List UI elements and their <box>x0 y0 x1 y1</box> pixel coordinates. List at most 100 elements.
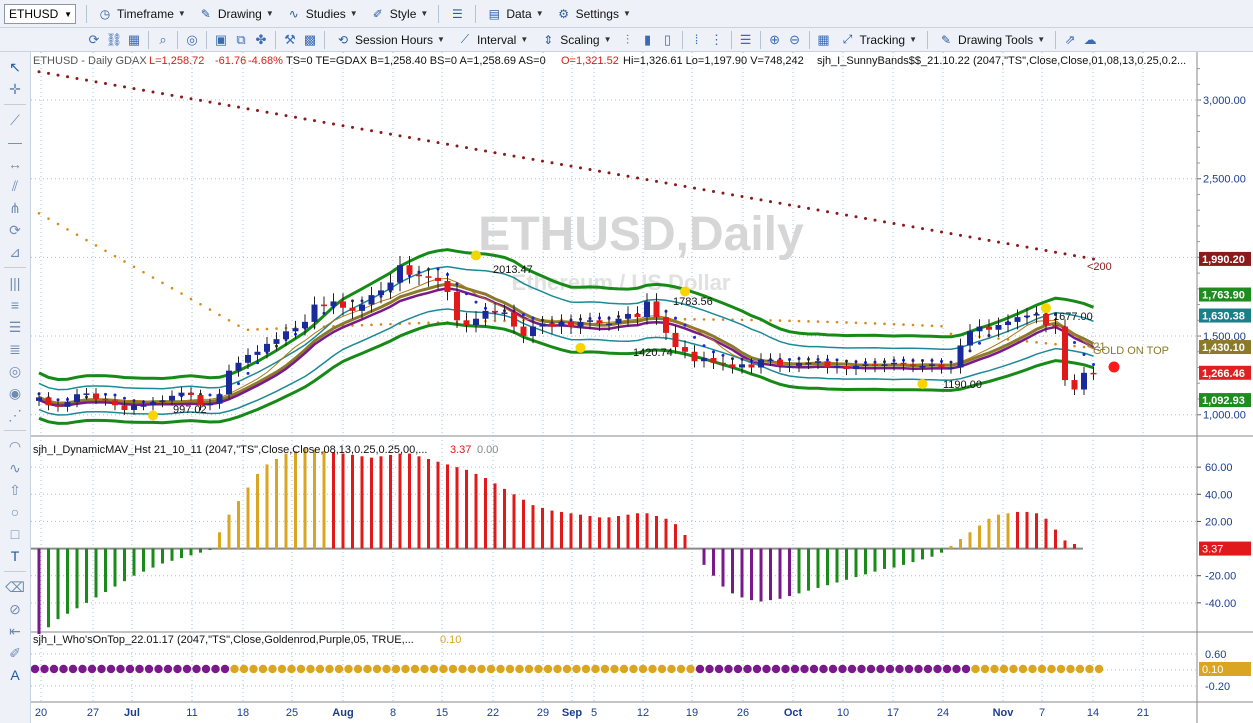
price-flag-label: 1,092.93 <box>1202 395 1245 407</box>
zoom-out-icon[interactable]: ⊖ <box>789 31 800 47</box>
bar-style-icon[interactable]: ⫶ <box>625 31 630 47</box>
channel-icon[interactable]: ⫽ <box>11 177 19 194</box>
ruler-icon[interactable]: ⊿ <box>9 243 21 260</box>
picture-icon[interactable]: ▣ <box>214 31 228 47</box>
hollow-candle-icon[interactable]: ▯ <box>663 31 672 47</box>
crosshair-grid-icon[interactable]: ▦ <box>817 31 830 47</box>
compass-icon[interactable]: ◎ <box>186 31 198 47</box>
ontop-dot <box>40 664 49 674</box>
drawing-menu[interactable]: ✎ Drawing ▼ <box>192 3 280 25</box>
symbol-combo[interactable]: ETHUSD ▼ <box>4 4 76 24</box>
tracking-menu[interactable]: ⤢ Tracking ▼ <box>834 29 924 51</box>
fib-icon[interactable]: ≡ <box>10 297 20 313</box>
candle-body <box>283 331 289 340</box>
studies-menu[interactable]: ∿ Studies ▼ <box>280 3 364 25</box>
value-flag-label: 0.10 <box>1202 664 1223 676</box>
interval-menu[interactable]: ⟋ Interval ▼ <box>451 29 534 51</box>
curve-icon[interactable]: ∿ <box>9 459 21 476</box>
settings-menu[interactable]: ⚙ Settings ▼ <box>550 3 637 25</box>
ma-orange-dot <box>940 324 943 328</box>
histogram-bar <box>123 548 126 582</box>
text-icon[interactable]: T <box>10 548 20 564</box>
ma-orange-dot <box>911 323 915 327</box>
zoom-in-icon[interactable]: ⊕ <box>769 31 780 47</box>
properties-icon[interactable]: ▩ <box>303 31 317 47</box>
candle-body <box>207 403 213 406</box>
arc-icon[interactable]: ◠ <box>8 437 22 454</box>
spiral-icon[interactable]: ◉ <box>8 384 22 401</box>
ma-blue-dot <box>978 341 981 345</box>
ma-orange-dot <box>503 319 506 323</box>
fib-time-icon[interactable]: ≣ <box>9 340 21 357</box>
refresh-icon[interactable]: ⟳ <box>88 31 100 47</box>
speed-lines-icon[interactable]: ⋰ <box>8 406 22 423</box>
compare-icon[interactable]: ⋮ <box>710 31 724 47</box>
edit-icon[interactable]: ✐ <box>9 644 21 661</box>
pitchfork-icon[interactable]: ⋔ <box>9 199 21 216</box>
puzzle-icon[interactable]: ✤ <box>255 31 267 47</box>
ontop-dot <box>543 664 553 674</box>
ma200-dot <box>360 127 364 131</box>
wrench-icon[interactable]: ⚒ <box>284 31 296 47</box>
data-menu[interactable]: ▤ Data ▼ <box>480 3 549 25</box>
candle-body <box>634 314 641 318</box>
swing-marker <box>917 379 928 390</box>
arrow-up-icon[interactable]: ⇧ <box>9 481 21 498</box>
ontop-dot <box>334 664 344 674</box>
candle-body <box>805 362 812 365</box>
layout-button[interactable]: ☰ <box>443 3 471 25</box>
ma200-dot <box>379 130 383 134</box>
horizontal-line-icon[interactable]: — <box>8 134 22 150</box>
link-icon[interactable]: ⛓ <box>105 31 123 47</box>
ma200-dot <box>303 117 307 121</box>
fib-ext-icon[interactable]: ☰ <box>8 318 22 335</box>
grid-icon[interactable]: ▦ <box>127 31 141 47</box>
vertical-lines-icon[interactable]: ||| <box>9 275 21 291</box>
clear-icon[interactable]: ⊘ <box>9 600 21 617</box>
eraser-icon[interactable]: ⌫ <box>5 578 25 595</box>
ma-orange-dot <box>997 337 1000 340</box>
histogram-bar <box>389 454 392 549</box>
snap-icon[interactable]: ⇤ <box>9 622 21 639</box>
candle-body <box>482 310 489 319</box>
crosshair-icon[interactable]: ✛ <box>9 80 21 97</box>
cycle-icon[interactable]: ⟳ <box>9 221 21 238</box>
ma-blue-dot <box>474 300 478 304</box>
histogram-bar <box>645 513 649 549</box>
ontop-dot <box>762 664 771 674</box>
ma-orange-dot <box>408 322 411 325</box>
ontop-dot <box>420 664 429 674</box>
chart-image-icon[interactable]: ⧉ <box>236 31 246 47</box>
rectangle-icon[interactable]: □ <box>10 526 20 542</box>
ellipse-icon[interactable]: ○ <box>10 504 20 520</box>
candle-body <box>796 362 802 366</box>
chart-area[interactable]: 20 27 Jul 11 18 25 Aug 8 15 22 29 Sep 5 12 19 26 Oct 10 17… <box>31 52 1253 723</box>
panels-icon[interactable]: ☰ <box>739 31 752 47</box>
candle-style-icon[interactable]: ▮ <box>643 31 652 47</box>
ontop-dot <box>116 664 125 674</box>
ma-orange-dot <box>797 319 801 323</box>
session-hours-menu[interactable]: ⟲ Session Hours ▼ <box>329 29 451 51</box>
trend-icon[interactable]: ⇗ <box>1064 31 1076 47</box>
pointer-icon[interactable]: ↖ <box>9 58 21 75</box>
ontop-dot <box>895 664 904 674</box>
ma-orange-dot <box>142 270 145 274</box>
ontop-dot <box>220 664 230 674</box>
timeframe-menu[interactable]: ◷ Timeframe ▼ <box>91 3 192 25</box>
histogram-bar <box>75 548 79 609</box>
magnifier-icon[interactable]: ⌕ <box>159 31 167 47</box>
histogram-bar <box>522 499 525 549</box>
gann-icon[interactable]: ◎ <box>8 362 22 379</box>
scaling-menu[interactable]: ⇕ Scaling ▼ <box>534 29 617 51</box>
volume-profile-icon[interactable]: ⁞ <box>694 32 699 47</box>
ontop-dot <box>695 664 705 674</box>
arrow-line-icon[interactable]: ↔ <box>8 156 22 172</box>
studies-label: Studies <box>305 6 346 21</box>
value-tick-label: 20.00 <box>1205 516 1233 528</box>
text-style-icon[interactable]: A <box>10 667 20 683</box>
cloud-icon[interactable]: ☁ <box>1083 31 1097 47</box>
drawing-tools-menu[interactable]: ✎ Drawing Tools ▼ <box>932 29 1051 51</box>
style-menu[interactable]: ✐ Style ▼ <box>364 3 435 25</box>
ma-blue-dot <box>531 316 535 320</box>
trendline-icon[interactable]: ⟋ <box>10 111 20 128</box>
